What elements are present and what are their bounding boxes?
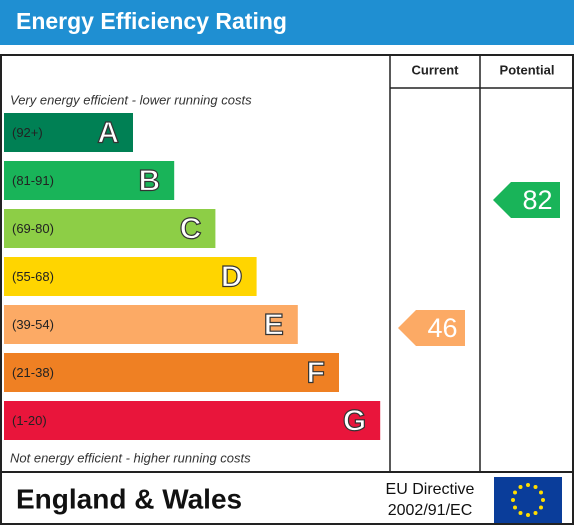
band-letter: A bbox=[97, 116, 119, 149]
rating-arrow bbox=[493, 182, 560, 218]
header-potential: Potential bbox=[500, 62, 555, 77]
band-bar bbox=[4, 401, 381, 440]
eu-star bbox=[511, 498, 515, 502]
eu-star bbox=[526, 483, 530, 487]
eu-star bbox=[538, 490, 543, 495]
eu-star bbox=[541, 498, 545, 502]
band-bar bbox=[4, 113, 133, 152]
eu-stars bbox=[511, 483, 545, 517]
band-bar bbox=[4, 305, 298, 344]
eu-star bbox=[533, 485, 538, 490]
rating-value: 46 bbox=[427, 313, 457, 343]
eu-star bbox=[526, 513, 530, 517]
band-bar bbox=[4, 257, 257, 296]
band-range: (21-38) bbox=[12, 365, 54, 380]
eu-star bbox=[518, 510, 523, 515]
band-range: (92+) bbox=[12, 125, 43, 140]
directive-line: EU Directive bbox=[386, 481, 475, 498]
eu-star bbox=[533, 510, 538, 515]
eu-star bbox=[538, 505, 543, 510]
directive-line: 2002/91/EC bbox=[388, 502, 473, 519]
band-letter: D bbox=[221, 260, 243, 293]
band-bar bbox=[4, 353, 339, 392]
band-range: (69-80) bbox=[12, 221, 54, 236]
band-bar bbox=[4, 161, 175, 200]
frame bbox=[0, 54, 574, 525]
band-letter: G bbox=[343, 404, 366, 437]
band-range: (1-20) bbox=[12, 413, 47, 428]
rating-value: 82 bbox=[522, 185, 552, 215]
top-note: Very energy efficient - lower running co… bbox=[10, 92, 252, 107]
band-letter: F bbox=[307, 356, 325, 389]
bottom-note: Not energy efficient - higher running co… bbox=[10, 450, 251, 465]
band-letter: C bbox=[180, 212, 202, 245]
region: England & Wales bbox=[16, 483, 242, 514]
rating-arrow bbox=[398, 310, 465, 346]
title: Energy Efficiency Rating bbox=[16, 8, 287, 34]
band-range: (39-54) bbox=[12, 317, 54, 332]
band-bar bbox=[4, 209, 216, 248]
band-range: (81-91) bbox=[12, 173, 54, 188]
band-range: (55-68) bbox=[12, 269, 54, 284]
band-letter: E bbox=[264, 308, 284, 341]
eu-star bbox=[513, 505, 518, 510]
band-letter: B bbox=[139, 164, 161, 197]
title-bar bbox=[0, 0, 574, 45]
eu-star bbox=[518, 485, 523, 490]
eu-star bbox=[513, 490, 518, 495]
header-current: Current bbox=[412, 62, 460, 77]
